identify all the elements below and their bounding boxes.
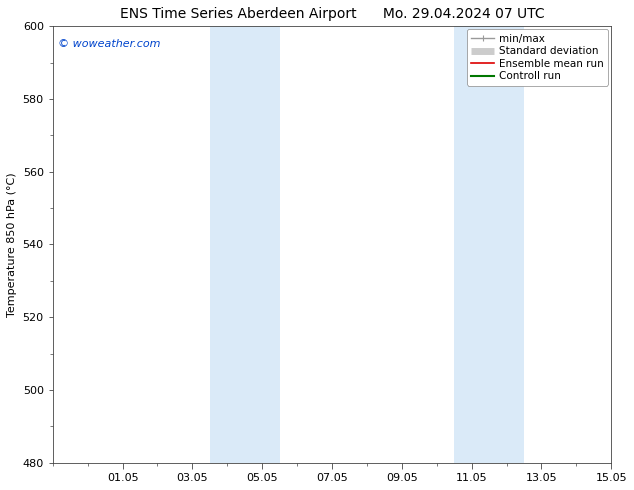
Bar [454,26,524,463]
Title: ENS Time Series Aberdeen Airport      Mo. 29.04.2024 07 UTC: ENS Time Series Aberdeen Airport Mo. 29.… [120,7,545,21]
Bar [210,26,280,463]
Text: © woweather.com: © woweather.com [58,39,161,49]
Y-axis label: Temperature 850 hPa (°C): Temperature 850 hPa (°C) [7,172,17,317]
Legend: min/max, Standard deviation, Ensemble mean run, Controll run: min/max, Standard deviation, Ensemble me… [467,29,608,86]
